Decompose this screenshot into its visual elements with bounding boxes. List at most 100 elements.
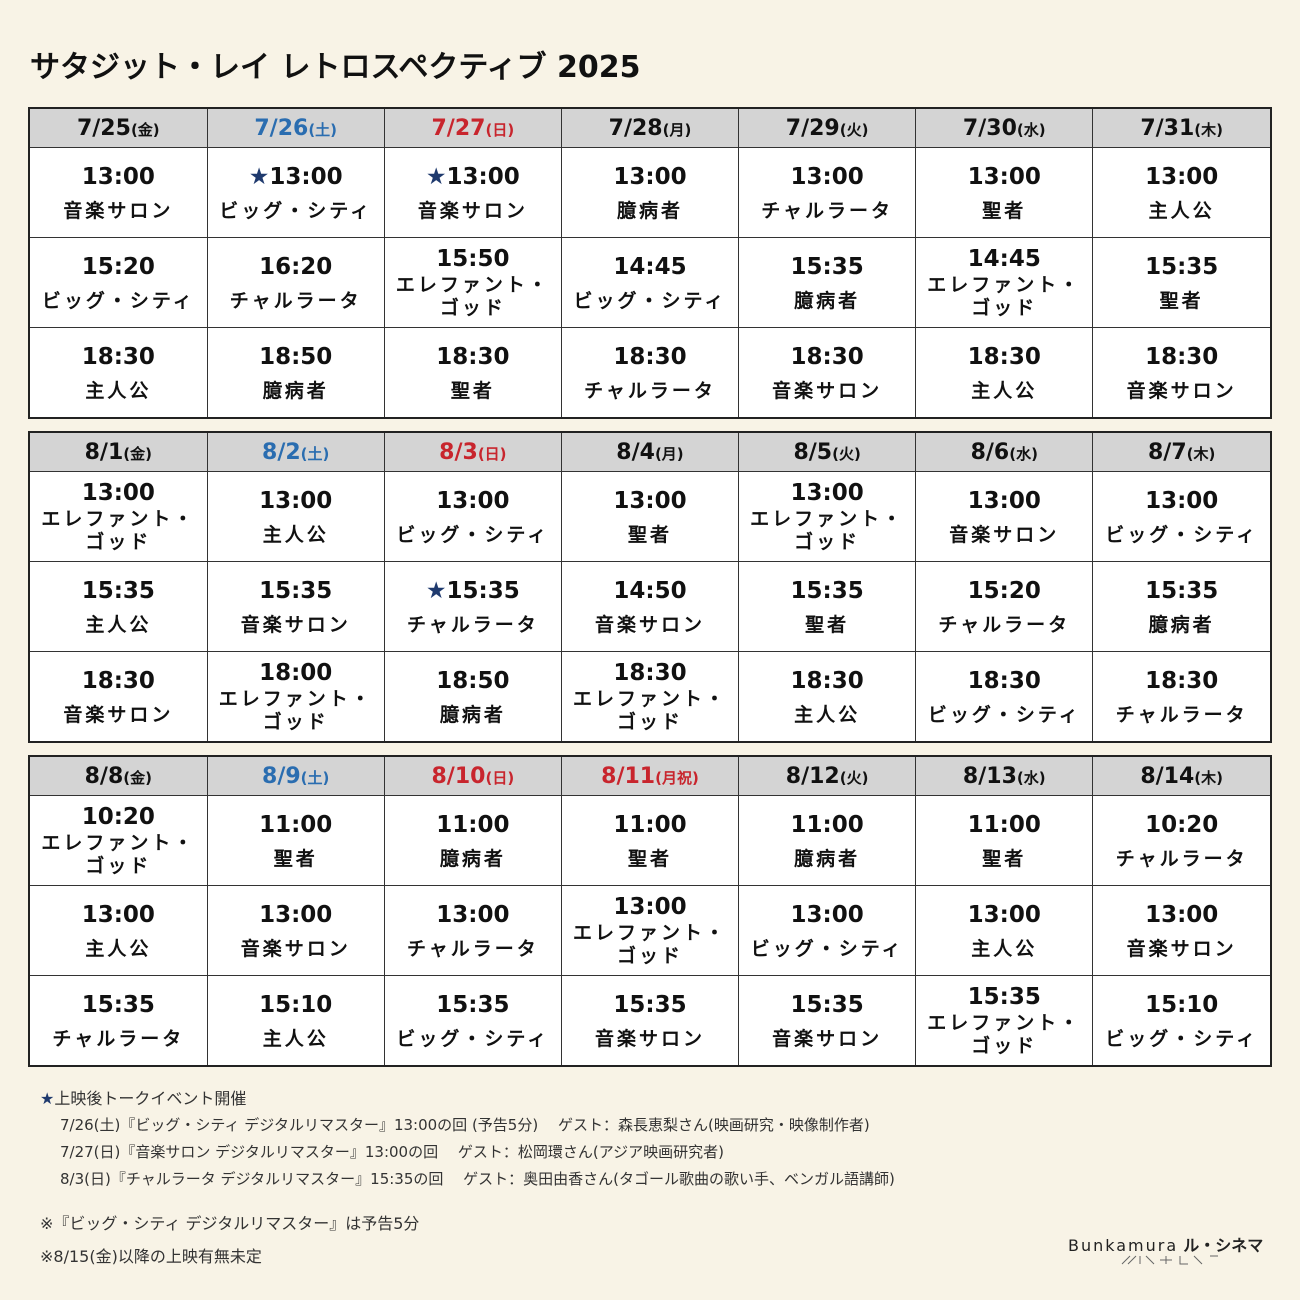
time-text: 13:00 xyxy=(967,901,1041,928)
screening-slot: 18:30 音楽サロン xyxy=(738,327,917,417)
screening-slot: 18:30 音楽サロン xyxy=(1092,327,1270,417)
theater-logo: Bunkamura ル・シネマ xyxy=(1068,1232,1263,1256)
film-title: 音楽サロン xyxy=(1093,379,1270,403)
film-title-line: ゴッド xyxy=(971,297,1038,319)
film-title-line: 臆病者 xyxy=(262,379,329,402)
film-title-line: ビッグ・シティ xyxy=(41,289,195,312)
day-date: 8/9 xyxy=(262,763,301,789)
day-header: 8/9(土) xyxy=(206,757,385,796)
film-title: 聖者 xyxy=(385,379,561,403)
screening-slot: 16:20 チャルラータ xyxy=(206,237,385,328)
film-title-line: 音楽サロン xyxy=(417,199,528,222)
screening-time: 18:30 xyxy=(30,667,207,695)
day-date: 7/25 xyxy=(76,115,131,141)
film-title: 主人公 xyxy=(208,1027,384,1051)
screening-time: 13:00 xyxy=(208,487,384,515)
film-title-line: 音楽サロン xyxy=(240,613,351,636)
day-header: 8/2(土) xyxy=(206,433,385,472)
day-date: 8/12 xyxy=(785,763,840,789)
day-of-week: (日) xyxy=(485,120,515,139)
time-text: 13:00 xyxy=(81,901,155,928)
day-date: 8/11 xyxy=(601,763,656,789)
day-date: 7/29 xyxy=(785,115,840,141)
day-of-week: (土) xyxy=(308,120,338,139)
time-text: 14:45 xyxy=(967,246,1041,272)
screening-time: 13:00 xyxy=(385,901,561,929)
film-title: 音楽サロン xyxy=(739,1027,915,1051)
screening-slot: 18:00 エレファント・ ゴッド xyxy=(206,651,385,741)
film-title: エレファント・ ゴッド xyxy=(916,1012,1092,1058)
time-text: 15:20 xyxy=(967,577,1041,604)
day-of-week: (木) xyxy=(1194,120,1224,139)
film-title: エレファント・ ゴッド xyxy=(916,274,1092,320)
day-of-week: (金) xyxy=(123,768,152,787)
film-title-line: 音楽サロン xyxy=(594,1027,705,1050)
footnote-trailer: ※『ビッグ・シティ デジタルリマスター』は予告5分 xyxy=(40,1214,420,1233)
day-of-week: (火) xyxy=(839,120,869,139)
logo-mark-icon xyxy=(1121,1255,1218,1265)
day-date: 7/26 xyxy=(254,115,309,141)
day-of-week: (木) xyxy=(1194,768,1224,787)
screening-time: 13:00 xyxy=(30,163,207,191)
film-title-line: ゴッド xyxy=(85,855,152,877)
film-title: エレファント・ ゴッド xyxy=(208,688,384,734)
screening-slot: 15:20 ビッグ・シティ xyxy=(30,237,208,328)
screening-slot: 10:20 チャルラータ xyxy=(1092,795,1270,886)
time-text: 15:35 xyxy=(967,984,1041,1010)
film-title: エレファント・ ゴッド xyxy=(30,508,207,554)
day-date: 8/4 xyxy=(616,439,655,465)
film-title: チャルラータ xyxy=(916,613,1092,637)
film-title-line: ビッグ・シティ xyxy=(396,523,550,546)
screening-time: 18:50 xyxy=(208,343,384,371)
film-title-line: 臆病者 xyxy=(794,847,861,870)
film-title: チャルラータ xyxy=(739,199,915,223)
screening-slot: 13:00 チャルラータ xyxy=(383,885,562,976)
time-text: 15:35 xyxy=(436,991,510,1018)
film-title-line: チャルラータ xyxy=(938,613,1071,636)
event-note: 7/27(日)『音楽サロン デジタルリマスター』13:00の回 ゲスト：松岡環さ… xyxy=(60,1143,724,1161)
screening-time: 14:45 xyxy=(916,245,1092,273)
day-date: 8/5 xyxy=(793,439,833,465)
time-text: 15:35 xyxy=(1145,253,1219,280)
screening-slot: 14:50 音楽サロン xyxy=(560,561,740,652)
star-icon: ★ xyxy=(40,1089,55,1108)
screening-time: 15:35 xyxy=(208,577,384,605)
screening-slot: ★13:00 ビッグ・シティ xyxy=(206,147,385,238)
day-header: 7/27(日) xyxy=(383,109,562,148)
film-title: 音楽サロン xyxy=(739,379,915,403)
film-title-line: ビッグ・シティ xyxy=(219,199,373,222)
film-title: 臆病者 xyxy=(208,379,384,403)
time-text: 13:00 xyxy=(446,163,520,190)
screening-slot: 18:30 聖者 xyxy=(383,327,562,417)
screening-slot: 18:30 主人公 xyxy=(30,327,208,417)
notes-section: ★上映後トークイベント開催 7/26(土)『ビッグ・シティ デジタルリマスター』… xyxy=(40,1085,1140,1266)
film-title: 音楽サロン xyxy=(208,613,384,637)
screening-slot: 15:20 チャルラータ xyxy=(915,561,1094,652)
screening-time: 15:35 xyxy=(1093,253,1270,281)
screening-time: 13:00 xyxy=(208,901,384,929)
screening-time: 11:00 xyxy=(739,811,915,839)
film-title-line: 音楽サロン xyxy=(1126,937,1237,960)
screening-time: 15:10 xyxy=(208,991,384,1019)
screening-time: ★13:00 xyxy=(385,163,561,191)
film-title-line: 臆病者 xyxy=(439,703,506,726)
film-title-line: チャルラータ xyxy=(406,613,539,636)
time-text: 18:30 xyxy=(1145,343,1219,370)
film-title-line: エレファント・ xyxy=(572,688,727,710)
time-text: 13:00 xyxy=(1145,487,1219,514)
screening-time: 18:30 xyxy=(739,667,915,695)
screening-time: 11:00 xyxy=(916,811,1092,839)
screening-slot: 11:00 聖者 xyxy=(206,795,385,886)
day-date: 8/3 xyxy=(439,439,478,465)
film-title-line: エレファント・ xyxy=(218,688,373,710)
screening-time: 13:00 xyxy=(1093,163,1270,191)
film-title-line: エレファント・ xyxy=(41,508,196,530)
day-header: 7/29(火) xyxy=(738,109,917,148)
film-title-line: 主人公 xyxy=(262,1027,329,1050)
screening-time: 13:00 xyxy=(1093,901,1270,929)
film-title-line: 聖者 xyxy=(627,523,672,546)
film-title: 主人公 xyxy=(739,703,915,727)
screening-slot: 13:00 音楽サロン xyxy=(30,147,208,238)
day-header: 8/11(月祝) xyxy=(560,757,740,796)
time-text: 13:00 xyxy=(967,487,1041,514)
